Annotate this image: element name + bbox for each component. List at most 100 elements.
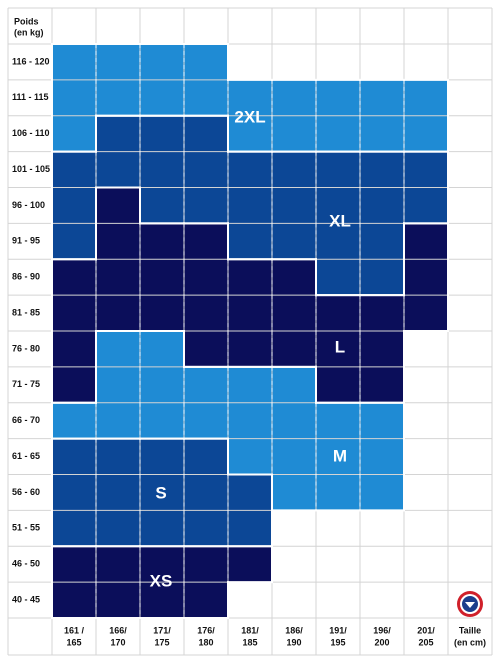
size-cell <box>228 79 273 117</box>
size-cell <box>96 44 141 81</box>
size-cell <box>140 546 185 583</box>
size-cell <box>184 546 229 583</box>
height-label: 201/ <box>417 625 435 635</box>
size-label: XL <box>329 211 351 230</box>
size-cell <box>184 510 229 547</box>
height-label: 170 <box>110 637 125 647</box>
size-cell <box>52 295 97 332</box>
size-cell <box>316 151 361 188</box>
size-cell <box>316 474 361 511</box>
weight-header: (en kg) <box>14 27 44 37</box>
size-cell <box>184 438 229 475</box>
size-cell <box>140 582 185 619</box>
height-label: 175 <box>154 637 169 647</box>
height-label: 186/ <box>285 625 303 635</box>
size-cell <box>316 295 361 332</box>
size-cell <box>228 115 273 153</box>
size-cell <box>96 366 141 404</box>
size-cell <box>228 366 273 404</box>
size-cell <box>52 438 97 475</box>
size-cell <box>184 79 229 117</box>
size-cell <box>228 331 273 368</box>
size-cell <box>184 115 229 153</box>
size-cell <box>272 474 317 511</box>
size-cell <box>52 474 97 511</box>
size-cell <box>140 151 185 188</box>
size-cell <box>228 510 273 547</box>
size-cell <box>184 151 229 188</box>
size-cell <box>360 366 405 404</box>
size-cell <box>228 223 273 260</box>
weight-header: Poids <box>14 16 39 26</box>
size-label: 2XL <box>234 107 265 126</box>
height-label: 181/ <box>241 625 259 635</box>
height-label: 165 <box>66 637 81 647</box>
size-cell <box>360 331 405 368</box>
size-cell <box>272 438 317 475</box>
height-label: 171/ <box>153 625 171 635</box>
size-cell <box>272 259 317 296</box>
height-header: (en cm) <box>454 637 486 647</box>
size-cell <box>52 331 97 368</box>
size-cell <box>140 402 185 440</box>
weight-label: 76 - 80 <box>12 343 40 353</box>
size-cell <box>140 79 185 117</box>
size-cell <box>316 115 361 153</box>
size-cell <box>140 187 185 224</box>
weight-label: 81 - 85 <box>12 307 40 317</box>
brand-logo <box>457 591 483 617</box>
size-cell <box>52 582 97 619</box>
size-cell <box>360 438 405 475</box>
size-cell <box>52 223 97 260</box>
height-label: 195 <box>330 637 345 647</box>
size-cell <box>404 295 449 332</box>
height-label: 205 <box>418 637 433 647</box>
size-cell <box>96 582 141 619</box>
size-cell <box>360 115 405 153</box>
size-cell <box>96 438 141 475</box>
cells <box>52 44 449 619</box>
size-cell <box>272 402 317 440</box>
size-cell <box>96 79 141 117</box>
size-cell <box>184 331 229 368</box>
size-cell <box>96 331 141 368</box>
size-cell <box>360 402 405 440</box>
size-cell <box>316 79 361 117</box>
size-cell <box>272 295 317 332</box>
size-cell <box>272 331 317 368</box>
size-cell <box>228 187 273 224</box>
size-cell <box>52 79 97 117</box>
size-cell <box>316 259 361 296</box>
weight-label: 40 - 45 <box>12 594 40 604</box>
weight-label: 111 - 115 <box>12 92 49 102</box>
weight-label: 56 - 60 <box>12 487 40 497</box>
size-cell <box>228 546 273 583</box>
size-cell <box>404 223 449 260</box>
size-cell <box>52 115 97 153</box>
size-cell <box>96 187 141 224</box>
size-label: S <box>155 483 166 502</box>
size-cell <box>140 474 185 511</box>
size-cell <box>272 187 317 224</box>
size-cell <box>228 295 273 332</box>
size-cell <box>140 438 185 475</box>
weight-label: 106 - 110 <box>12 128 50 138</box>
height-label: 191/ <box>329 625 347 635</box>
size-label: L <box>335 337 345 356</box>
weight-label: 96 - 100 <box>12 200 45 210</box>
size-cell <box>184 582 229 619</box>
size-cell <box>404 259 449 296</box>
weight-label: 116 - 120 <box>12 56 50 66</box>
size-cell <box>316 223 361 260</box>
weight-label: 101 - 105 <box>12 164 50 174</box>
size-cell <box>272 151 317 188</box>
weight-label: 66 - 70 <box>12 415 40 425</box>
size-cell <box>140 366 185 404</box>
weight-label: 91 - 95 <box>12 236 40 246</box>
height-label: 190 <box>286 637 301 647</box>
size-cell <box>184 295 229 332</box>
size-cell <box>228 402 273 440</box>
size-label: M <box>333 446 347 465</box>
size-cell <box>96 295 141 332</box>
